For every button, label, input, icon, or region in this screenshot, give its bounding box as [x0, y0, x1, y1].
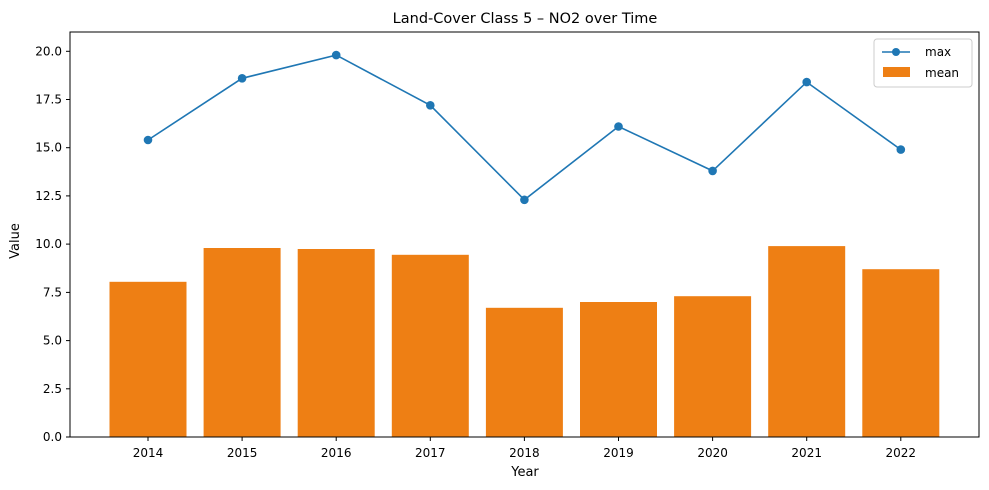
bar-2017	[391, 254, 469, 437]
y-tick-label: 2.5	[43, 382, 62, 396]
x-tick-label: 2021	[791, 446, 822, 460]
y-tick-label: 7.5	[43, 285, 62, 299]
y-tick-label: 0.0	[43, 430, 62, 444]
x-tick-label: 2016	[321, 446, 352, 460]
bar-2014	[109, 281, 187, 438]
y-tick-label: 17.5	[35, 93, 62, 107]
point-max-2021	[802, 77, 811, 87]
legend-max-label: max	[925, 45, 951, 59]
point-max-2020	[708, 166, 717, 176]
y-axis-ticks: 0.0 2.5 5.0 7.5 10.0 12.5 15.0 17.5 20.0	[35, 44, 70, 444]
y-tick-label: 20.0	[35, 44, 62, 58]
x-tick-label: 2022	[886, 446, 917, 460]
x-tick-label: 2017	[415, 446, 446, 460]
x-tick-label: 2018	[509, 446, 540, 460]
y-tick-label: 12.5	[35, 189, 62, 203]
x-tick-label: 2015	[227, 446, 258, 460]
point-max-2014	[143, 135, 153, 145]
bar-2015	[203, 248, 281, 437]
x-tick-label: 2014	[133, 446, 164, 460]
point-max-2018	[520, 195, 529, 205]
legend-mean-swatch	[883, 67, 910, 77]
legend-mean-label: mean	[925, 66, 959, 80]
x-tick-label: 2020	[697, 446, 728, 460]
bar-2021	[768, 246, 846, 437]
point-max-2022	[896, 145, 906, 154]
bar-2019	[580, 302, 657, 437]
x-axis-ticks: 2014 2015 2016 2017 2018 2019 2020 2021 2022	[133, 437, 916, 460]
legend-max-marker	[892, 48, 900, 56]
bar-2020	[674, 296, 752, 437]
y-tick-label: 10.0	[35, 237, 62, 251]
point-max-2017	[426, 101, 435, 110]
line-layer	[143, 50, 906, 205]
bar-2018	[485, 307, 563, 437]
x-axis-label: Year	[510, 465, 539, 480]
bar-2022	[862, 269, 940, 437]
point-max-2015	[237, 74, 247, 83]
point-max-2016	[331, 50, 341, 60]
x-tick-label: 2019	[603, 446, 634, 460]
bar-2016	[297, 249, 375, 437]
legend: max mean	[873, 38, 973, 88]
y-axis-label: Value	[8, 223, 23, 259]
bars-layer	[109, 246, 940, 438]
y-tick-label: 5.0	[43, 334, 62, 348]
point-max-2019	[614, 122, 623, 131]
y-tick-label: 15.0	[35, 141, 62, 155]
chart-title: Land-Cover Class 5 – NO2 over Time	[393, 11, 658, 27]
